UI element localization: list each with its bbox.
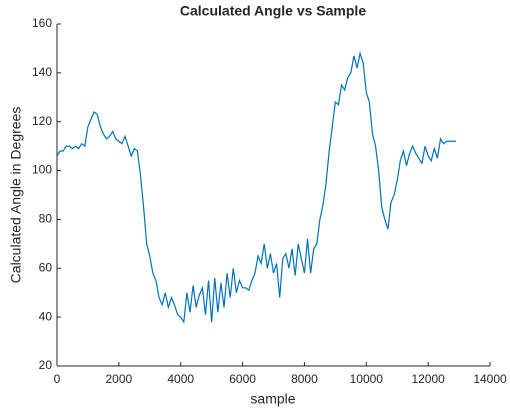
y-tick-label: 140 [32,65,52,79]
x-axis-label: sample [250,391,295,407]
x-tick-label: 10000 [350,372,384,386]
x-tick-label: 0 [54,372,61,386]
x-tick-label: 4000 [167,372,194,386]
x-tick-label: 8000 [291,372,318,386]
y-axis-label: Calculated Angle in Degrees [8,107,24,284]
y-tick-label: 40 [39,309,53,323]
y-tick-label: 120 [32,114,52,128]
y-tick-label: 160 [32,16,52,30]
y-tick-label: 100 [32,163,52,177]
x-tick-label: 12000 [411,372,445,386]
x-tick-label: 2000 [106,372,133,386]
y-tick-label: 60 [39,260,53,274]
x-tick-label: 6000 [229,372,256,386]
y-tick-label: 80 [39,212,53,226]
chart-title: Calculated Angle vs Sample [180,3,366,19]
y-tick-label: 20 [39,358,53,372]
data-line [56,50,456,324]
x-tick-label: 14000 [473,372,507,386]
